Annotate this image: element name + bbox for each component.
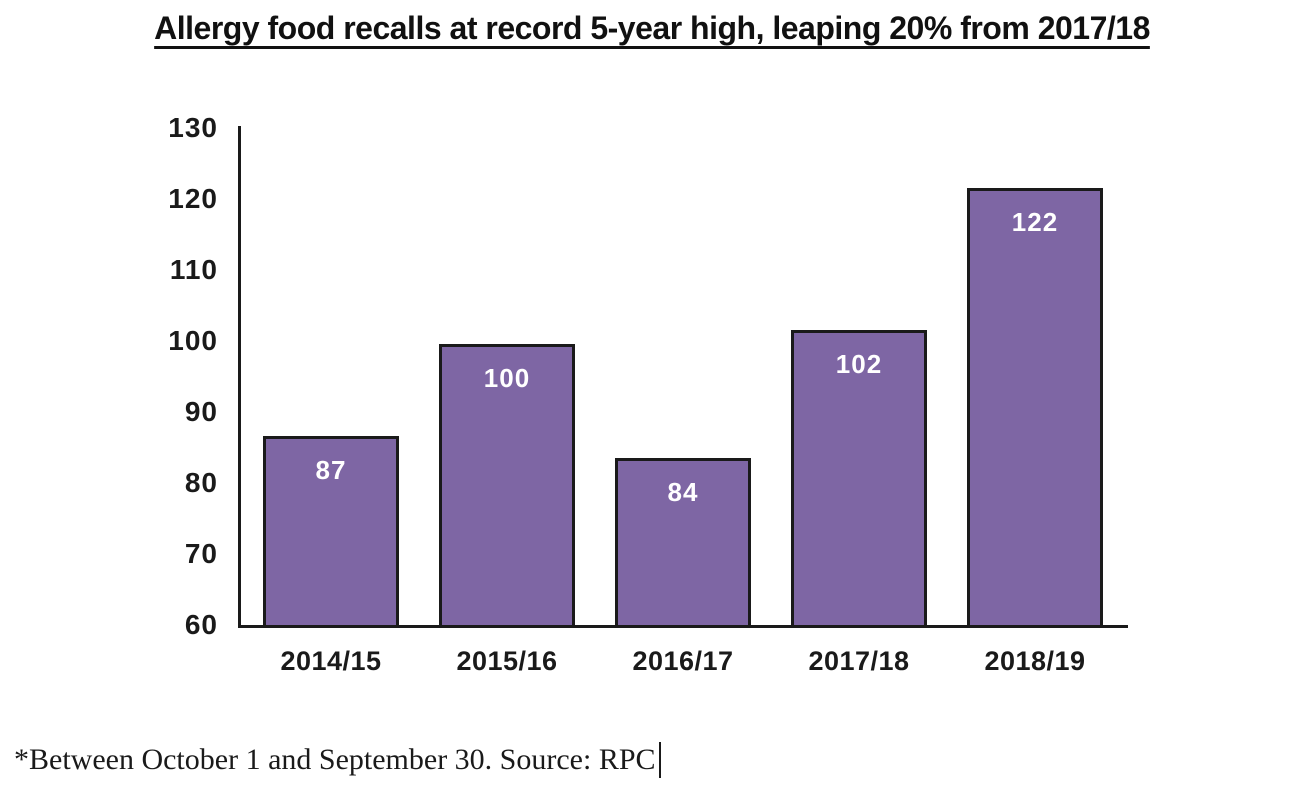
bar-2017-18: 102	[791, 329, 927, 628]
bar-2015-16: 100	[439, 344, 575, 628]
chart-title: Allergy food recalls at record 5-year hi…	[154, 10, 1150, 46]
y-tick-label: 100	[168, 325, 218, 356]
y-tick-label: 130	[168, 112, 218, 143]
bar-2016-17: 84	[615, 457, 751, 628]
y-tick-label: 120	[168, 183, 218, 214]
y-axis-line	[238, 126, 241, 628]
bar-chart: 60 70 80 90 100 110 120 130 87 100 84 102 122 2014/…	[168, 112, 1128, 676]
x-tick-label: 2014/15	[280, 646, 382, 676]
bar-value-label: 102	[835, 348, 883, 379]
bar-value-label: 100	[483, 363, 531, 393]
bar-value-label: 87	[315, 455, 347, 486]
bar-value-label: 122	[1011, 206, 1059, 237]
y-tick-label: 60	[184, 609, 218, 640]
text-cursor-caret	[658, 742, 661, 778]
y-tick-label: 90	[184, 396, 218, 427]
x-tick-label: 2015/16	[456, 646, 558, 676]
footnote-row[interactable]: *Between October 1 and September 30. Sou…	[14, 740, 661, 780]
y-tick-label: 70	[184, 538, 218, 569]
x-tick-label: 2016/17	[632, 646, 734, 676]
footnote-text: *Between October 1 and September 30. Sou…	[14, 743, 656, 776]
bar-value-label: 84	[667, 476, 699, 507]
x-tick-label: 2018/19	[984, 646, 1086, 676]
x-tick-label: 2017/18	[808, 646, 910, 676]
bar-2014-15: 87	[263, 436, 399, 628]
bar-2018-19: 122	[967, 187, 1103, 628]
y-tick-label: 80	[184, 467, 218, 498]
y-tick-label: 110	[169, 254, 218, 285]
